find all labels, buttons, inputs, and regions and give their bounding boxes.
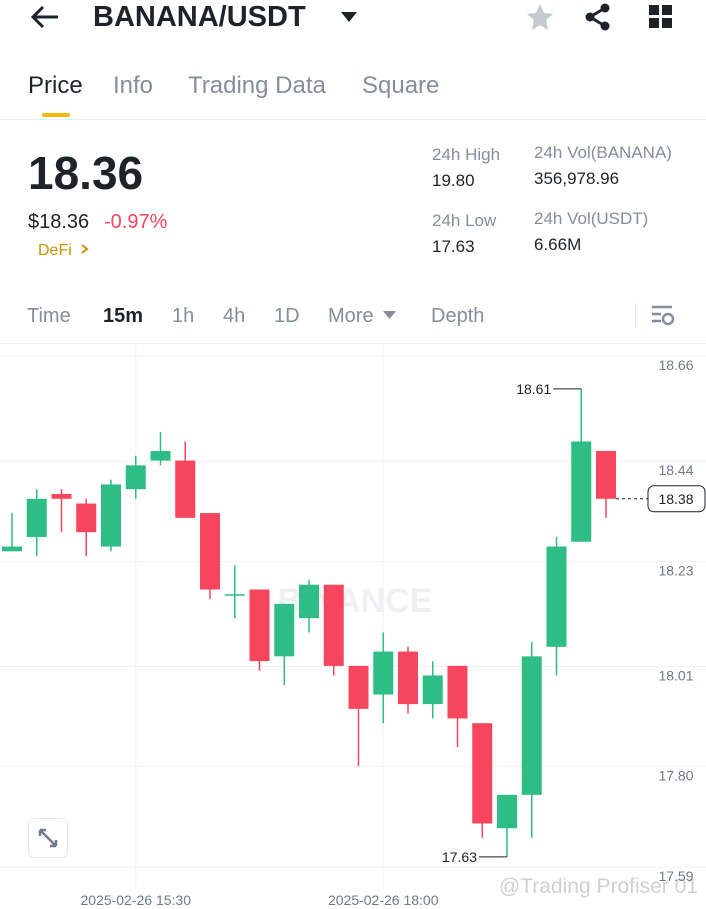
tab[interactable]: Info	[113, 72, 154, 99]
stat-value: 17.63	[432, 237, 475, 256]
last-price: 18.36	[28, 147, 144, 199]
candle-body	[101, 484, 121, 547]
candle-body	[76, 503, 97, 533]
stat-value: 19.80	[432, 171, 475, 190]
interval[interactable]: More	[328, 305, 374, 327]
y-tick-label: 17.80	[658, 768, 693, 784]
stat-label: 24h High	[432, 145, 501, 164]
interval[interactable]: Depth	[431, 305, 485, 327]
chevron	[81, 244, 89, 254]
x-tick-label: 2025-02-26 15:30	[80, 892, 191, 908]
candle-body	[26, 498, 47, 537]
stat-label: 24h Vol(BANANA)	[534, 143, 672, 162]
interval-active[interactable]: 15m	[103, 305, 144, 327]
back-button[interactable]	[30, 4, 60, 30]
candle-body	[125, 465, 146, 490]
stat-label: 24h Vol(USDT)	[534, 209, 649, 228]
tab-active[interactable]: Price	[28, 72, 83, 99]
candle-body	[299, 584, 319, 619]
low-label: 17.63	[442, 849, 477, 865]
candle-body	[175, 460, 196, 518]
tab-indicator	[42, 113, 70, 117]
stat-value: 6.66M	[534, 235, 582, 254]
interval[interactable]: 1h	[172, 305, 195, 327]
last-price-label: 18.38	[658, 491, 693, 507]
divider	[635, 303, 636, 327]
candle-body	[422, 675, 443, 705]
share-icon[interactable]	[584, 3, 612, 31]
interval[interactable]: 4h	[223, 305, 246, 327]
stat-value: 356,978.96	[534, 169, 620, 188]
candle-body	[546, 546, 567, 647]
candle-body	[150, 451, 171, 461]
dropdown-icon[interactable]	[340, 11, 358, 23]
y-tick-label: 18.66	[658, 357, 693, 373]
star-icon[interactable]	[526, 3, 554, 31]
divider	[0, 119, 706, 120]
y-tick-label: 18.44	[658, 462, 693, 478]
candle-body	[274, 603, 295, 657]
usd-price: $18.36	[28, 211, 90, 233]
candle-body	[51, 493, 72, 499]
candle-body	[200, 513, 220, 590]
y-tick-label: 18.01	[658, 667, 693, 683]
candle-body	[2, 546, 22, 552]
candle-body	[398, 651, 418, 705]
candle-body	[497, 794, 517, 829]
sector-label: DeFi	[38, 242, 72, 259]
y-tick-label: 18.23	[658, 562, 693, 578]
interval[interactable]: 1D	[274, 305, 300, 327]
candle-body	[249, 589, 270, 662]
price-change: -0.97%	[104, 211, 168, 233]
divider	[0, 343, 706, 344]
candle-body	[447, 665, 468, 719]
grid-icon[interactable]	[649, 5, 673, 29]
interval[interactable]: Time	[27, 305, 71, 327]
high-label: 18.61	[516, 381, 551, 397]
tab[interactable]: Square	[362, 72, 440, 99]
candle-body	[373, 651, 394, 695]
y-tick-label: 17.59	[658, 868, 693, 884]
last-price-box	[647, 485, 706, 513]
pair-title[interactable]: BANANA/USDT	[93, 1, 306, 33]
expand-button[interactable]	[28, 818, 68, 858]
candle-body	[323, 584, 344, 666]
tab[interactable]: Trading Data	[188, 72, 326, 99]
candle-body	[571, 441, 592, 542]
candle-body	[348, 665, 369, 709]
more-caret	[383, 311, 396, 319]
sector-tag[interactable]: DeFi	[38, 242, 94, 260]
candle-body	[224, 594, 245, 596]
candle-body	[521, 656, 542, 795]
stat-label: 24h Low	[432, 211, 497, 230]
watermark: @Trading Profiser 01	[499, 875, 698, 898]
candle-body	[472, 723, 493, 824]
expand-icon	[38, 828, 58, 848]
x-tick-label: 2025-02-26 18:00	[328, 892, 439, 908]
settings-icon[interactable]	[650, 304, 676, 328]
candle-body	[596, 451, 616, 499]
